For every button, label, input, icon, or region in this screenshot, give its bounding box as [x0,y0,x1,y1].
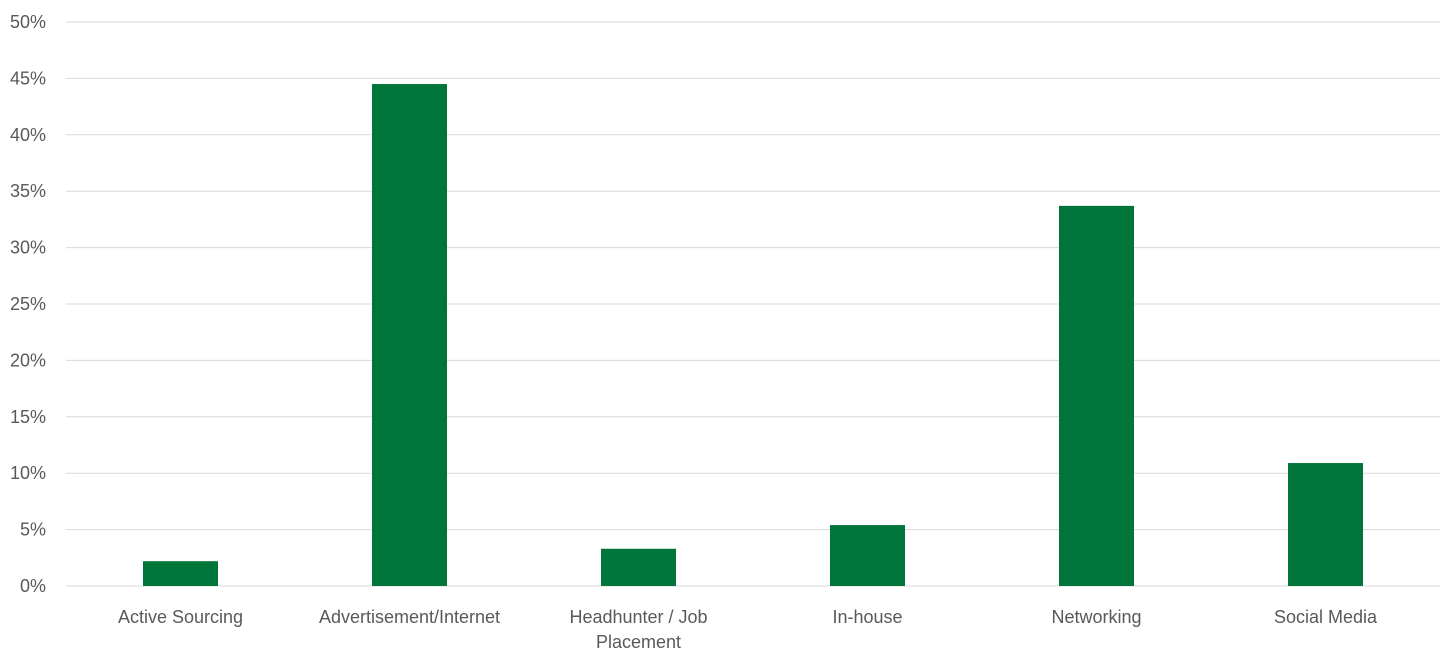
x-category-label: Social Media [1274,607,1378,627]
y-tick-label: 35% [10,181,46,201]
y-tick-label: 20% [10,350,46,370]
y-tick-label: 30% [10,238,46,258]
bar [1059,205,1134,586]
bar [372,84,447,586]
y-tick-label: 15% [10,407,46,427]
bar [1288,463,1363,586]
y-tick-label: 50% [10,12,46,32]
bar [830,525,905,586]
gridlines [66,21,1440,587]
y-tick-label: 5% [20,520,46,540]
x-category-label: Active Sourcing [118,607,243,627]
y-tick-label: 10% [10,463,46,483]
y-axis-tick-labels: 0% 5% 10% 15% 20% 25% 30% 35% 40% 45% 50% [10,12,46,596]
x-category-label: Networking [1051,607,1141,627]
y-tick-label: 0% [20,576,46,596]
x-category-label: Headhunter / Job Placement [569,607,707,652]
y-tick-label: 25% [10,294,46,314]
y-tick-label: 45% [10,68,46,88]
x-axis-category-labels: Active Sourcing Advertisement/Internet Hea… [118,607,1378,652]
x-category-label: In-house [832,607,902,627]
bars [143,84,1363,586]
x-category-label: Advertisement/Internet [319,607,500,627]
bar [143,561,218,586]
bar [601,548,676,586]
y-tick-label: 40% [10,125,46,145]
